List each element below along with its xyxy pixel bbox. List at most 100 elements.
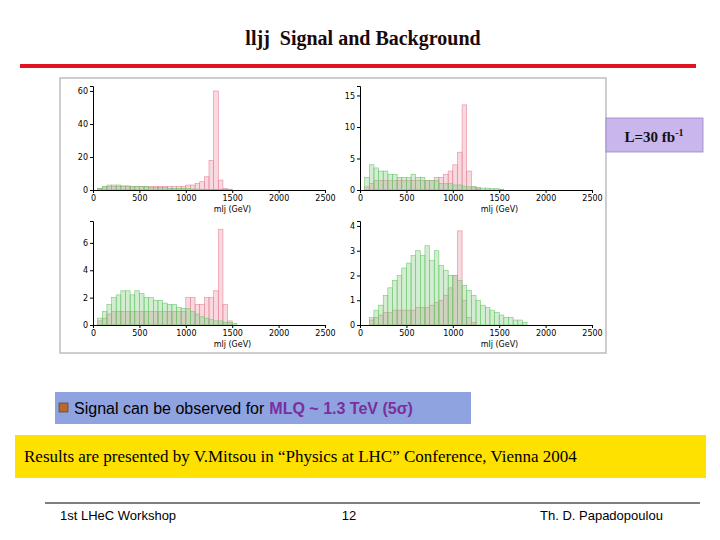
histogram-bar [504,318,509,325]
histogram-bar [177,307,182,325]
luminosity-sup: -1 [675,127,683,138]
tick-label: 0 [91,194,96,203]
histogram-bar [555,190,560,191]
histogram-bar [476,187,481,190]
tick-label: 2 [350,272,355,281]
histogram-bar [214,321,219,325]
tick: 1000 [443,325,463,338]
histogram-bar [204,318,209,325]
histogram-bar [365,325,370,326]
footer-page: 12 [342,508,356,523]
tick-mark [139,325,140,328]
tick-mark [90,190,93,191]
histogram-bar [518,190,523,191]
histogram-bar [481,305,486,325]
histogram-bar [260,190,265,191]
tick-mark [546,190,547,193]
tick-label: 0 [83,186,88,195]
histogram-bar [578,325,583,326]
x-axis: 05001000150020002500 [358,325,603,338]
tick-label: 4 [83,266,88,275]
histogram-bar [578,190,583,191]
note-box [15,435,706,478]
histogram-bar [153,300,158,325]
histogram-bar [471,187,476,190]
histogram-bar [490,189,495,190]
histogram-bar [383,171,388,190]
tick-label: 500 [399,194,414,203]
histogram-bar [541,325,546,326]
histogram-bar [172,187,177,190]
histogram-bar [425,181,430,190]
histogram-bar [320,325,325,326]
histogram-bar [288,190,293,191]
series [369,246,527,325]
tick-mark [90,270,93,271]
histogram-bar [112,298,117,325]
histogram-bar [532,325,537,326]
tick-label: 0 [358,194,363,203]
tick-label: 0 [350,321,355,330]
tick-mark [139,190,140,193]
tick-mark [592,190,593,193]
histogram-bar [172,188,177,190]
histogram-bar [560,190,565,191]
tick-mark [357,158,360,159]
histogram-bar [121,187,126,190]
tick-mark [406,325,407,328]
histogram-bar [504,190,509,191]
tick-label: 4 [350,222,355,231]
histogram-bar [163,303,168,325]
histogram-bar [265,190,270,191]
histogram-bar [302,190,307,191]
tick: 2000 [536,325,556,338]
tick-mark [499,190,500,193]
footer-rule [45,503,700,504]
histogram-bar [388,174,393,190]
tick-label: 1500 [223,194,243,203]
histogram-bar [135,291,140,325]
tick: 10 [345,123,360,132]
histogram-bar [232,190,237,191]
histogram-bar [481,188,486,190]
histogram-bar [139,294,144,325]
histogram-bar [177,188,182,190]
histogram-bar [453,185,458,190]
histogram-bar [209,189,214,190]
histogram-bar [316,325,321,326]
histogram-bar [139,187,144,190]
tick-label: 1500 [490,329,510,338]
histogram-bar [527,190,532,191]
tick-mark [453,190,454,193]
histogram-bar [297,325,302,326]
tick-mark [499,325,500,328]
histogram-bar [430,181,435,190]
tick-mark [357,275,360,276]
title: lljj Signal and Background [245,27,480,50]
histogram-bar [311,190,316,191]
histogram-bar [462,186,467,190]
histogram-bar [130,187,135,190]
histogram-bar [560,190,565,191]
tick: 20 [78,153,93,162]
histogram-bar [283,190,288,191]
series [365,105,481,190]
tick-mark [546,325,547,328]
histogram-bar [369,165,374,190]
histogram-bar [306,190,311,191]
histogram-bar [425,181,430,190]
tick: 2500 [315,190,335,203]
histogram-bar [302,325,307,326]
bullet-text: Signal can be observed for [74,400,265,417]
tick-label: 500 [132,329,147,338]
tick-label: 1000 [443,194,463,203]
histogram-bar [214,91,219,190]
histogram-bar [223,188,228,190]
histogram-bar [495,313,500,325]
tick: 5 [350,155,360,164]
histogram-bar [186,298,191,325]
histogram-bar [392,174,397,190]
tick-label: 3 [350,247,355,256]
tick-label: 2000 [269,329,289,338]
histogram-bar [369,318,374,325]
